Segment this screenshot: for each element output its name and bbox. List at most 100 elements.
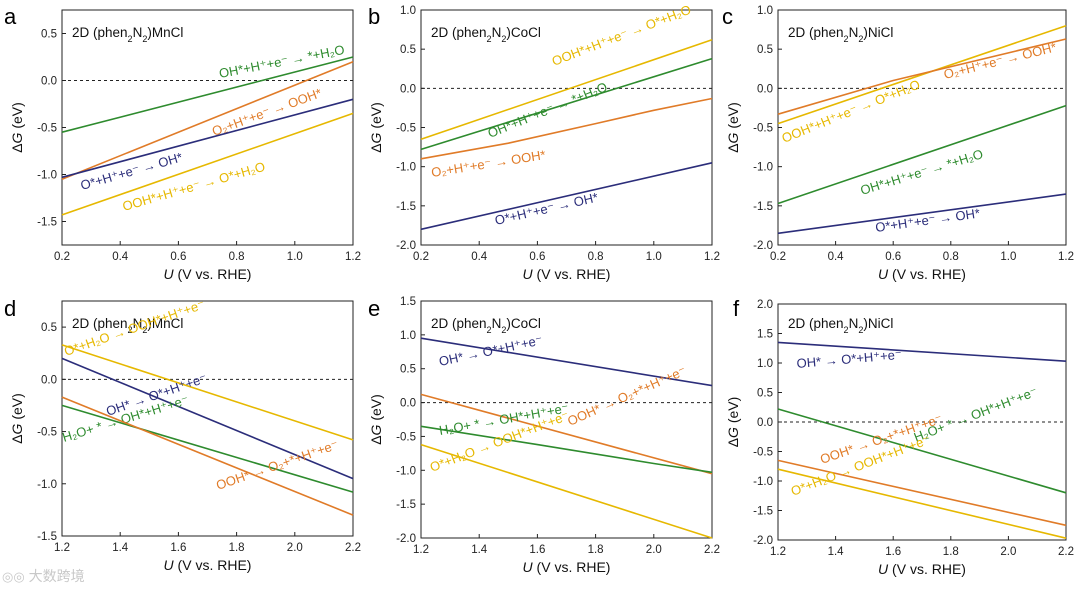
y-tick-label: -1.5 (753, 201, 773, 213)
series-line-yellow (420, 443, 713, 539)
y-tick-label: 0.5 (400, 364, 416, 376)
y-tick-label: 1.0 (400, 330, 416, 342)
x-tick-label: 0.6 (529, 251, 545, 263)
panel-title: 2D (phen2N2)CoCl (431, 316, 541, 335)
y-tick-label: 0.0 (400, 83, 416, 95)
x-axis-label: U (V vs. RHE) (523, 266, 611, 282)
panel-a: a 0.2 0.4 0.6 0.8 1.0 1.2 0.5 0.0 -0.5 -1.0 -1.5 U (… (4, 4, 361, 282)
y-tick-label: 0.0 (757, 83, 773, 95)
x-tick-label: 1.0 (1000, 251, 1016, 263)
y-axis-label: ΔG (eV) (725, 102, 741, 153)
x-tick-label: 0.8 (588, 251, 604, 263)
y-tick-label: -0.5 (753, 123, 773, 135)
series-line-yellow (420, 39, 713, 141)
y-tick-label: -1.0 (396, 162, 416, 174)
y-tick-label: 1.0 (757, 5, 773, 17)
x-tick-label: 1.4 (471, 544, 488, 556)
x-tick-label: 2.2 (1058, 546, 1074, 558)
series-label: OOH*+H⁺+e⁻ → O*+H₂O (550, 2, 693, 69)
y-tick-label: -1.5 (396, 499, 416, 511)
series-line-orange (61, 60, 354, 180)
y-tick-label: -1.0 (396, 465, 416, 477)
series-line-navy (777, 341, 1067, 362)
panel-letter: d (4, 296, 16, 321)
series-label: OOH*+H⁺+e⁻ → O*+H₂O (780, 77, 923, 146)
series-line-yellow (777, 24, 1067, 125)
series-line-orange (777, 459, 1067, 527)
series-line-navy (61, 98, 354, 179)
panel-title: 2D (phen2N2)CoCl (431, 25, 541, 44)
x-tick-label: 1.0 (646, 251, 662, 263)
panel-b: b 0.2 0.4 0.6 0.8 1.0 1.2 1.0 0.5 0.0 -0.5 -1.0 -1.5… (368, 2, 720, 282)
series-line-green (420, 425, 713, 474)
y-tick-label: 0.5 (400, 44, 416, 56)
series-line-orange (61, 396, 354, 516)
y-tick-label: -1.0 (37, 170, 57, 182)
x-tick-label: 2.2 (704, 544, 720, 556)
x-tick-label: 2.2 (345, 542, 361, 554)
series-label: O₂+H⁺+e⁻ → OOH* (430, 147, 547, 180)
series-line-yellow (777, 468, 1067, 539)
series-line-navy (777, 193, 1067, 235)
panel-title: 2D (phen2N2)NiCl (788, 25, 893, 44)
y-tick-label: -1.5 (37, 531, 57, 543)
series-line-orange (420, 97, 713, 160)
series-label: O₂+H⁺+e⁻ → OOH* (942, 39, 1058, 82)
y-axis-label: ΔG (eV) (9, 393, 25, 444)
x-tick-label: 2.0 (1000, 546, 1016, 558)
y-axis-label: ΔG (eV) (9, 102, 25, 153)
y-tick-label: -0.5 (37, 427, 57, 439)
series-label: O*+H⁺+e⁻ → OH* (874, 205, 981, 235)
x-tick-label: 1.8 (588, 544, 604, 556)
x-tick-label: 0.2 (413, 251, 429, 263)
x-tick-label: 1.8 (229, 542, 245, 554)
series-line-navy (61, 357, 354, 480)
x-tick-label: 1.0 (287, 251, 303, 263)
y-tick-label: -2.0 (396, 240, 416, 252)
x-tick-label: 0.6 (885, 251, 901, 263)
y-tick-label: 2.0 (757, 299, 773, 311)
watermark-text: 大数跨境 (28, 568, 85, 584)
series-line-navy (420, 162, 713, 231)
x-tick-label: 1.2 (413, 544, 429, 556)
series-line-yellow (61, 112, 354, 216)
watermark: ◎◎ 大数跨境 (2, 566, 85, 586)
panel-d: d 1.2 1.4 1.6 1.8 2.0 2.2 0.5 0.0 -0.5 -1.0 -1.5 U (… (4, 296, 361, 573)
y-tick-label: -0.5 (396, 123, 416, 135)
y-tick-label: 1.5 (757, 329, 773, 341)
y-tick-label: -1.5 (753, 506, 773, 518)
panel-title: 2D (phen2N2)NiCl (788, 316, 893, 335)
x-tick-label: 2.0 (287, 542, 303, 554)
y-axis-label: ΔG (eV) (725, 397, 741, 448)
series-line-green (777, 408, 1067, 494)
y-tick-label: -2.0 (396, 533, 416, 545)
plot-frame (420, 300, 713, 539)
panel-letter: e (368, 296, 380, 321)
panel-e: e 1.2 1.4 1.6 1.8 2.0 2.2 1.5 1.0 0.5 0.0 -0.5 -1.0 -… (368, 296, 720, 575)
y-tick-label: 0.5 (41, 322, 57, 334)
panel-letter: b (368, 4, 380, 29)
y-tick-label: -0.5 (753, 447, 773, 459)
y-tick-label: -2.0 (753, 240, 773, 252)
series-line-green (61, 56, 354, 133)
watermark-logo-icon: ◎◎ (2, 569, 25, 584)
y-tick-label: 0.0 (757, 417, 773, 429)
y-tick-label: -1.5 (396, 201, 416, 213)
x-axis-label: U (V vs. RHE) (523, 559, 611, 575)
series-line-orange (777, 38, 1067, 115)
y-axis-label: ΔG (eV) (368, 394, 384, 445)
panel-c: c 0.2 0.4 0.6 0.8 1.0 1.2 1.0 0.5 0.0 -0.5 -1.0 -1.5… (722, 4, 1074, 282)
y-tick-label: 1.0 (400, 5, 416, 17)
series-label: OH* → O*+H⁺+e⁻ (796, 347, 902, 371)
y-tick-label: -2.0 (753, 535, 773, 547)
x-tick-label: 1.2 (704, 251, 720, 263)
y-tick-label: 0.5 (41, 29, 57, 41)
panel-f: f 1.2 1.4 1.6 1.8 2.0 2.2 2.0 1.5 1.0 0.5 0.0 -0.5 -1… (725, 296, 1074, 577)
x-tick-label: 1.6 (885, 546, 901, 558)
x-tick-label: 1.8 (943, 546, 959, 558)
y-tick-label: 0.0 (41, 374, 57, 386)
x-tick-label: 0.4 (471, 251, 488, 263)
x-tick-label: 1.2 (1058, 251, 1074, 263)
series-label: OH* → O*+H⁺+e⁻ (438, 332, 544, 369)
